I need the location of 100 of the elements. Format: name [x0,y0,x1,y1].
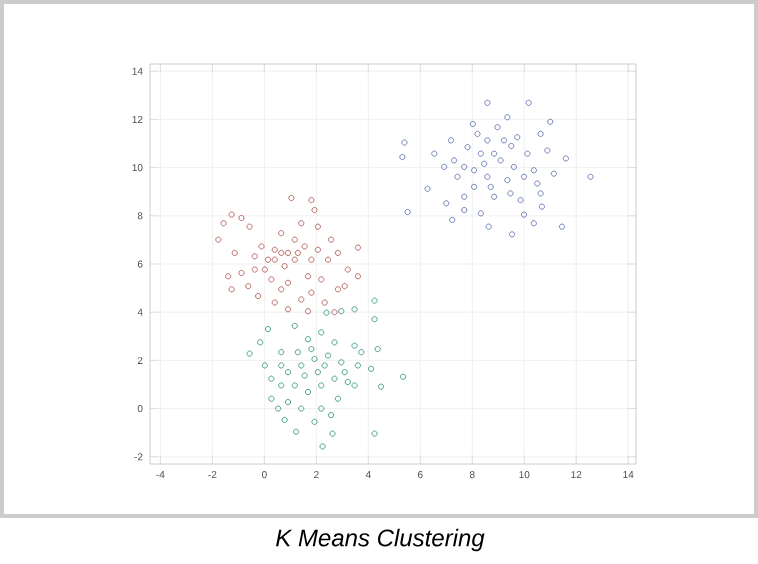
point [338,359,345,366]
point [461,193,468,200]
point [323,309,330,316]
point [318,276,325,283]
point [268,375,275,382]
point [331,375,338,382]
point [314,246,321,253]
point [464,144,471,151]
point [308,256,315,263]
point [251,266,258,273]
point [461,163,468,170]
point [285,249,292,256]
point [278,230,285,237]
point [521,211,527,218]
point [447,137,454,144]
point [305,273,312,280]
point [354,362,361,369]
point [291,256,298,263]
point [246,350,253,357]
point [294,349,301,356]
point [461,207,468,214]
point [424,185,431,192]
point [454,173,461,180]
point [291,322,298,329]
point [238,269,245,276]
point [285,399,292,406]
point [251,253,258,260]
point [308,197,315,204]
point [311,207,318,214]
point [484,173,491,180]
point [550,170,557,177]
point [308,289,315,296]
point [351,342,358,349]
point [305,388,312,395]
point [319,443,326,450]
point [469,121,476,127]
point [261,266,268,273]
point [443,200,450,207]
point [246,223,253,230]
point [318,382,325,389]
point [321,362,328,369]
point [371,430,378,437]
point [558,223,565,230]
point [331,309,338,316]
point [404,208,411,215]
point [238,214,245,221]
point [278,349,285,356]
point [308,346,315,353]
point [534,180,541,187]
point [285,279,292,286]
point [538,203,545,210]
point [301,372,308,379]
text: K Means Clustering [276,528,485,552]
point [530,167,537,174]
point [544,147,551,154]
point [271,256,278,263]
point [477,210,484,217]
point [318,405,325,412]
point [225,273,232,280]
point [288,194,295,201]
point [314,369,321,376]
point [228,211,235,218]
point [504,114,511,121]
point [258,243,265,250]
point [265,256,271,263]
point [344,379,351,386]
point [378,383,385,390]
point [449,216,456,223]
point [358,349,365,356]
point [504,177,511,184]
point [374,346,381,353]
point [471,183,478,190]
point [278,286,285,293]
point [474,130,481,137]
point [351,306,358,313]
point [524,150,531,157]
point [261,362,268,369]
point [491,193,498,200]
point [547,118,554,125]
point [399,154,406,161]
point [481,160,488,167]
point [530,220,537,227]
point [298,362,305,369]
point [514,134,521,141]
point [298,220,305,227]
point [329,430,336,437]
point [401,139,408,146]
point [281,416,288,423]
point [318,329,325,336]
point [344,266,351,273]
point [255,293,262,300]
point [537,130,544,137]
point [485,223,492,230]
point [331,339,338,346]
point [562,155,569,162]
point [441,163,448,170]
point [477,150,484,157]
point [220,220,227,227]
point [311,418,318,425]
point [338,308,345,315]
